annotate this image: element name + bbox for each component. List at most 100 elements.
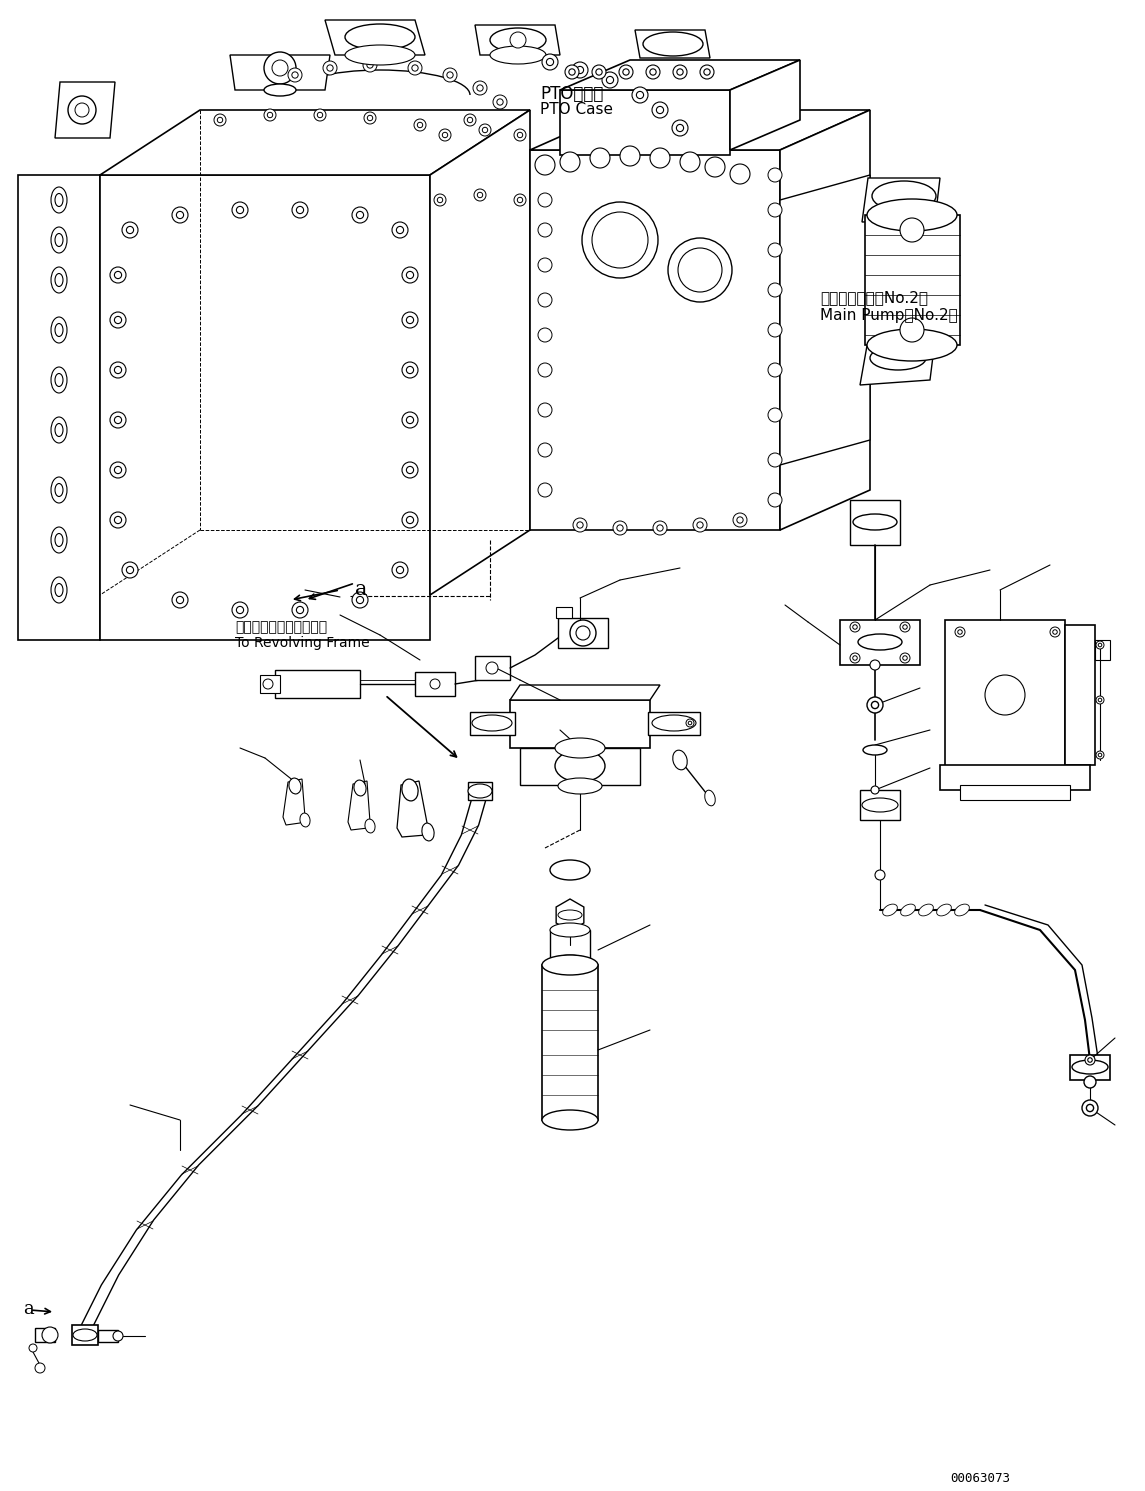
- Circle shape: [263, 678, 273, 689]
- Text: PTOケース: PTOケース: [540, 85, 603, 103]
- Circle shape: [577, 522, 583, 528]
- Circle shape: [1096, 641, 1104, 649]
- Ellipse shape: [55, 534, 63, 547]
- Circle shape: [637, 91, 643, 98]
- Circle shape: [619, 146, 640, 166]
- Ellipse shape: [264, 83, 297, 95]
- Circle shape: [314, 109, 326, 121]
- Circle shape: [366, 61, 373, 69]
- Circle shape: [850, 653, 860, 663]
- Circle shape: [768, 453, 782, 467]
- Circle shape: [42, 1327, 58, 1343]
- Circle shape: [402, 362, 418, 379]
- Circle shape: [700, 66, 714, 79]
- Circle shape: [677, 124, 684, 131]
- Polygon shape: [325, 19, 425, 55]
- Circle shape: [564, 66, 579, 79]
- Circle shape: [518, 197, 523, 203]
- Circle shape: [1082, 1100, 1098, 1115]
- Text: To Revolving Frame: To Revolving Frame: [235, 637, 370, 650]
- Circle shape: [693, 517, 706, 532]
- Ellipse shape: [55, 374, 63, 386]
- Ellipse shape: [550, 860, 590, 880]
- Ellipse shape: [853, 514, 897, 529]
- Ellipse shape: [55, 194, 63, 206]
- Ellipse shape: [542, 956, 598, 975]
- Circle shape: [538, 403, 552, 417]
- Circle shape: [406, 316, 413, 324]
- Circle shape: [114, 271, 121, 279]
- Polygon shape: [348, 781, 370, 830]
- Circle shape: [850, 622, 860, 632]
- Ellipse shape: [55, 273, 63, 286]
- Circle shape: [870, 661, 881, 669]
- Circle shape: [176, 212, 183, 219]
- Circle shape: [1052, 629, 1057, 634]
- Circle shape: [114, 516, 121, 523]
- Circle shape: [363, 58, 377, 72]
- Circle shape: [871, 701, 878, 708]
- Polygon shape: [55, 82, 114, 139]
- Polygon shape: [18, 174, 100, 640]
- Circle shape: [273, 60, 289, 76]
- Circle shape: [114, 416, 121, 423]
- Circle shape: [678, 248, 722, 292]
- Circle shape: [1098, 753, 1101, 757]
- Circle shape: [443, 69, 457, 82]
- Circle shape: [297, 607, 303, 614]
- Circle shape: [392, 222, 408, 239]
- Polygon shape: [230, 55, 330, 89]
- Ellipse shape: [490, 46, 546, 64]
- Circle shape: [110, 462, 126, 479]
- Circle shape: [126, 227, 134, 234]
- Ellipse shape: [468, 784, 492, 798]
- Circle shape: [572, 517, 587, 532]
- Circle shape: [408, 61, 423, 75]
- Text: 00063073: 00063073: [950, 1472, 1010, 1485]
- Circle shape: [368, 115, 373, 121]
- Ellipse shape: [643, 31, 703, 57]
- Circle shape: [613, 520, 627, 535]
- Polygon shape: [275, 669, 360, 698]
- Circle shape: [650, 148, 670, 168]
- Polygon shape: [155, 245, 376, 584]
- Ellipse shape: [55, 234, 63, 246]
- Polygon shape: [475, 656, 510, 680]
- Circle shape: [417, 122, 423, 128]
- Circle shape: [493, 95, 507, 109]
- Circle shape: [592, 66, 606, 79]
- Ellipse shape: [550, 956, 590, 969]
- Circle shape: [538, 224, 552, 237]
- Ellipse shape: [52, 267, 68, 294]
- Circle shape: [123, 562, 139, 579]
- Circle shape: [542, 54, 558, 70]
- Ellipse shape: [345, 24, 414, 51]
- Circle shape: [406, 467, 413, 474]
- Ellipse shape: [862, 798, 898, 813]
- Circle shape: [110, 312, 126, 328]
- Circle shape: [68, 95, 96, 124]
- Ellipse shape: [955, 904, 970, 915]
- Circle shape: [35, 1363, 45, 1373]
- Circle shape: [900, 653, 910, 663]
- Ellipse shape: [558, 910, 582, 920]
- Circle shape: [439, 130, 451, 142]
- Text: レボルビングフレームへ: レボルビングフレームへ: [235, 620, 327, 634]
- Circle shape: [396, 227, 403, 234]
- Ellipse shape: [576, 626, 590, 640]
- Circle shape: [514, 194, 526, 206]
- Ellipse shape: [52, 417, 68, 443]
- Circle shape: [768, 324, 782, 337]
- Polygon shape: [780, 174, 870, 465]
- Circle shape: [657, 525, 663, 531]
- Circle shape: [871, 786, 879, 795]
- Polygon shape: [550, 930, 590, 962]
- Circle shape: [538, 362, 552, 377]
- Polygon shape: [1069, 1056, 1110, 1079]
- Circle shape: [514, 130, 526, 142]
- Circle shape: [479, 124, 491, 136]
- Circle shape: [646, 66, 660, 79]
- Circle shape: [1087, 1105, 1093, 1112]
- Ellipse shape: [52, 526, 68, 553]
- Ellipse shape: [867, 330, 957, 361]
